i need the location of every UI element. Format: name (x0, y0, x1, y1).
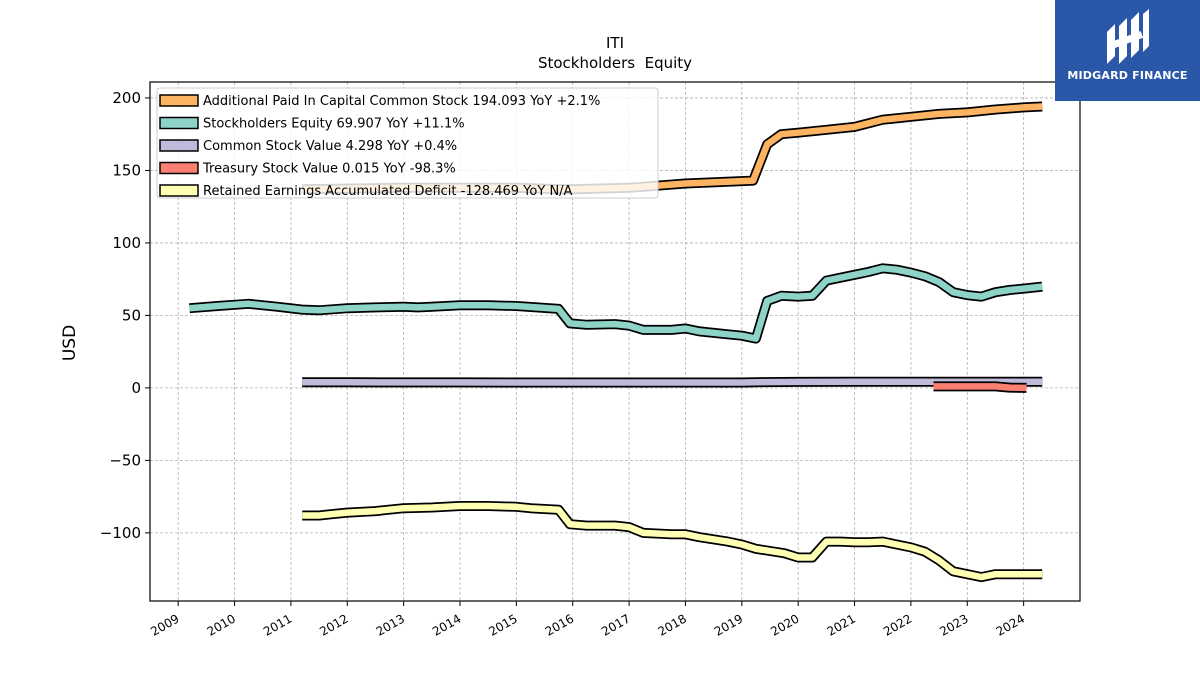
series-line (189, 265, 1043, 342)
brand-name: MIDGARD FINANCE (1067, 69, 1188, 82)
y-tick-label: −100 (100, 524, 141, 542)
series-line (933, 383, 1027, 392)
legend-swatch (159, 161, 199, 175)
legend-swatch (159, 139, 199, 152)
legend-label: Common Stock Value 4.298 YoY +0.4% (203, 139, 457, 154)
legend-label: Additional Paid In Capital Common Stock … (203, 94, 600, 109)
brand-mark-icon (1107, 9, 1149, 64)
y-tick-label: 0 (131, 379, 141, 397)
series-line (302, 378, 1043, 386)
y-tick-label: −50 (109, 451, 141, 469)
y-axis-label: USD (60, 325, 80, 361)
chart-subtitle: Stockholders Equity (538, 54, 692, 72)
legend-swatch (159, 94, 199, 107)
y-tick-label: 50 (122, 306, 141, 324)
series-line (302, 502, 1043, 581)
legend-label: Treasury Stock Value 0.015 YoY -98.3% (202, 162, 456, 177)
brand-logo: MIDGARD FINANCE (1055, 0, 1200, 101)
legend-swatch (159, 184, 199, 197)
legend: Additional Paid In Capital Common Stock … (156, 87, 659, 199)
chart-title: ITI (606, 34, 624, 52)
legend-swatch (159, 116, 199, 130)
legend-label: Retained Earnings Accumulated Deficit -1… (203, 184, 573, 199)
y-tick-label: 150 (112, 161, 141, 179)
legend-label: Stockholders Equity 69.907 YoY +11.1% (203, 117, 465, 132)
plot-frame (149, 81, 1081, 602)
y-tick-label: 200 (112, 89, 141, 107)
y-tick-label: 100 (112, 234, 141, 252)
legend-box (156, 87, 659, 199)
